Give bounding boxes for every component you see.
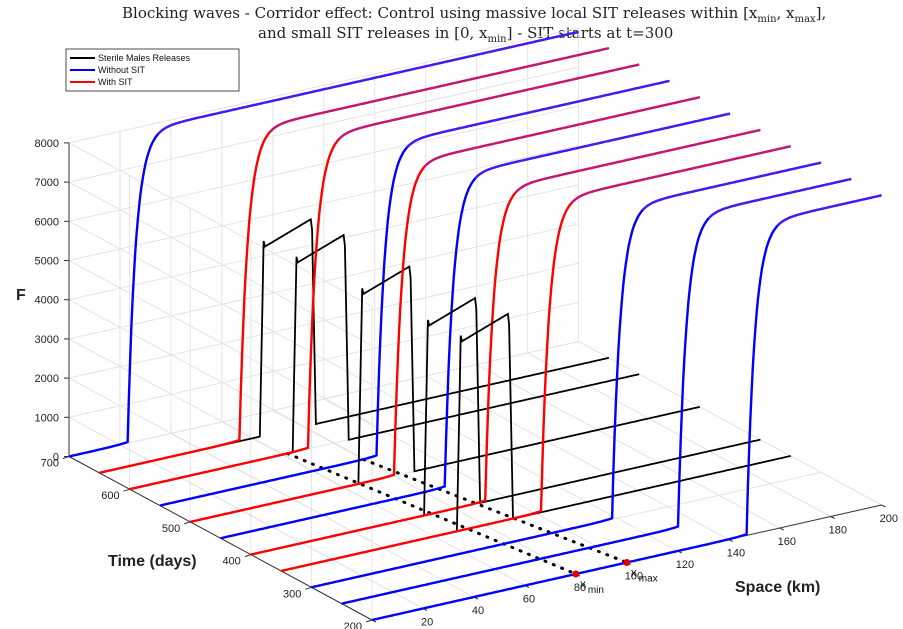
snapshot-t-550 [159, 79, 670, 507]
overlap-tail [776, 194, 882, 227]
chart-title: Blocking waves - Corridor effect: Contro… [122, 4, 826, 45]
x-tick-label: 160 [778, 536, 796, 548]
y-tick-label: 600 [101, 490, 119, 502]
marker-sub-max: max [639, 574, 658, 585]
snapshot-t-400 [250, 128, 761, 556]
overlap-tail [474, 112, 731, 180]
z-tick-label: 3000 [35, 334, 59, 346]
x-tick-label: 140 [727, 548, 745, 560]
overlap-tail [157, 30, 579, 135]
overlap-tail [515, 128, 761, 194]
legend-label-sterile: Sterile Males Releases [98, 53, 191, 63]
x-tick-label: 120 [676, 559, 694, 571]
snapshot-t-650 [99, 47, 610, 474]
x-tick-label: 100 [625, 571, 643, 583]
z-tick-label: 0 [53, 452, 59, 464]
overlap-tail [707, 177, 852, 220]
snapshot-t-350 [280, 145, 791, 573]
x-tick-mark [881, 504, 886, 508]
marker-label-max: x [631, 566, 637, 580]
title-line-1-text: Blocking waves - Corridor effect: Contro… [122, 4, 758, 22]
snapshot-t-700 [68, 30, 579, 458]
y-tick-mark [184, 521, 191, 525]
snapshot-t-600 [129, 63, 640, 491]
snapshot-t-450 [220, 112, 731, 540]
x-tick-mark [779, 527, 784, 531]
x-tick-label: 60 [523, 594, 535, 606]
front-dotted-line-xmax [362, 458, 629, 564]
series-curves [68, 30, 882, 622]
y-tick-label: 500 [162, 523, 180, 535]
title-line-1-end: ], [816, 4, 827, 22]
y-tick-mark [305, 586, 312, 590]
title-sub-min: min [757, 14, 777, 25]
title-line-2-end: ] - SIT starts at t=300 [507, 24, 674, 42]
x-tick-label: 20 [421, 617, 433, 629]
overlap-tail [337, 63, 640, 141]
title-line-2: and small SIT releases in [0, xmin] - SI… [258, 24, 673, 45]
wave-front-dotted-lines [286, 452, 629, 576]
marker-dot-min [572, 570, 580, 578]
z-tick-label: 7000 [35, 177, 59, 189]
marker-dot-max [623, 559, 631, 566]
tick-labels: 0 20 40 60 80 100 120 140 160 180 200 200 300 400 500 6… [35, 138, 898, 629]
title-sub-max: max [795, 14, 816, 25]
axes-grid [68, 27, 882, 621]
z-tick-label: 5000 [35, 256, 59, 268]
overlap-tail [269, 47, 610, 133]
z-tick-label: 4000 [35, 295, 59, 307]
marker-label-min: x [580, 577, 586, 591]
x-tick-label: 200 [880, 513, 898, 525]
title-line-1: Blocking waves - Corridor effect: Contro… [122, 4, 826, 25]
x-tick-mark [830, 516, 835, 519]
y-tick-mark [365, 619, 373, 623]
y-axis-label: Time (days) [108, 553, 197, 570]
title-line-1-mid: , x [777, 4, 796, 22]
z-axis-label: F [16, 287, 26, 304]
x-tick-label: 180 [829, 525, 847, 537]
x-tick-label: 80 [574, 582, 586, 594]
marker-sub-min: min [588, 585, 604, 596]
overlap-tail [406, 79, 670, 149]
snapshot-t-300 [311, 161, 822, 589]
legend-label-without: Without SIT [98, 65, 146, 75]
z-tick-label: 8000 [35, 138, 59, 150]
overlap-tail [570, 145, 791, 204]
legend: Sterile Males Releases Without SIT With … [65, 48, 240, 92]
y-tick-label: 700 [41, 458, 59, 470]
z-tick-label: 6000 [35, 216, 59, 228]
x-axis-label: Space (km) [735, 579, 820, 596]
y-tick-label: 300 [283, 588, 301, 600]
y-tick-mark [244, 554, 251, 558]
y-tick-label: 400 [222, 556, 240, 568]
legend-label-with: With SIT [98, 77, 133, 87]
y-tick-mark [123, 488, 130, 492]
x-tick-label: 40 [472, 605, 484, 617]
axes-frame [68, 142, 882, 621]
title-sub-min-2: min [488, 34, 508, 45]
z-tick-label: 2000 [35, 373, 59, 385]
title-line-2-text: and small SIT releases in [0, x [258, 24, 488, 42]
overlap-tail [423, 96, 701, 168]
front-dotted-line-xmin [286, 452, 578, 576]
z-tick-label: 1000 [35, 412, 59, 424]
snapshot-t-250 [341, 177, 852, 605]
sterile-release-curve [99, 217, 610, 474]
overlap-tail [641, 161, 822, 211]
y-tick-label: 200 [344, 621, 362, 629]
